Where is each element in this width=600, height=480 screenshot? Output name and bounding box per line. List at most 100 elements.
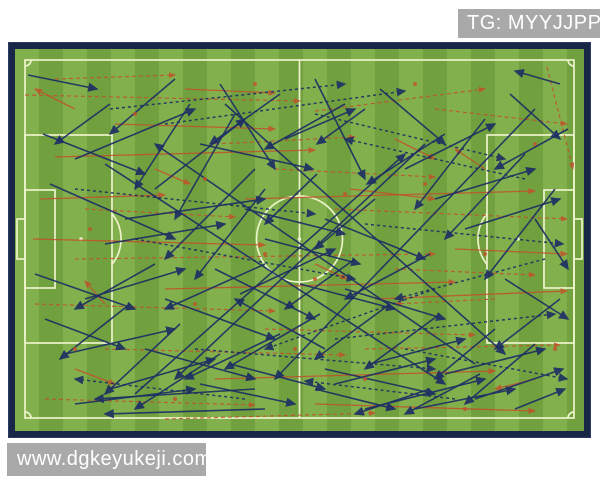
pass-arrow-navy-solid (104, 220, 227, 245)
pass-arrow-navy-solid (42, 133, 147, 176)
pass-arrow-navy-solid (434, 167, 537, 200)
pass-arrow-navy-solid (364, 376, 487, 410)
pass-arrow-red-dashed (164, 410, 377, 420)
pass-arrow-red-dashed (264, 328, 477, 338)
event-marker-red (553, 347, 557, 351)
pass-arrow-red-dashed (24, 94, 302, 104)
pass-arrow-red-dashed (394, 268, 537, 278)
pass-arrow-red-dashed (434, 108, 569, 127)
pass-arrow-navy-solid (493, 128, 569, 170)
event-marker-red (203, 177, 207, 181)
pass-arrow-navy-solid (484, 188, 556, 281)
pass-arrow-red-dashed (364, 342, 562, 350)
pitch-markings (16, 59, 583, 419)
pass-arrow-navy-solid (474, 367, 565, 400)
pass-arrow-red-dashed (274, 168, 437, 180)
pass-arrow-red-solid (74, 368, 117, 385)
pass-arrow-navy-dotted (393, 258, 546, 302)
event-marker-red (193, 302, 197, 306)
pass-arrow-navy-solid (134, 152, 407, 395)
corner-arc-bottom-right (567, 411, 575, 419)
pass-arrow-navy-solid (363, 313, 441, 370)
pass-arrow-navy-solid (379, 88, 447, 146)
corner-arc-top-right (567, 59, 575, 67)
pass-arrow-red-solid (244, 188, 537, 200)
pass-arrow-navy-solid (199, 143, 315, 172)
pass-arrow-navy-solid (194, 188, 266, 281)
pass-arrow-navy-solid (124, 195, 267, 220)
pass-arrow-navy-solid (534, 218, 569, 271)
pass-arrow-navy-solid (103, 408, 266, 419)
pass-arrow-red-dashed (214, 134, 357, 145)
pass-arrow-navy-solid (103, 323, 181, 396)
pass-arrow-navy-solid (74, 108, 197, 160)
pass-arrow-red-dashed (546, 66, 575, 171)
event-marker-red (263, 252, 267, 256)
event-marker-red (483, 252, 487, 256)
pass-arrow-navy-dotted (73, 375, 246, 400)
event-marker-red (343, 192, 347, 196)
pass-arrow-red-solid (394, 138, 437, 160)
pass-arrow-navy-solid (273, 108, 536, 381)
pass-arrow-navy-solid (403, 373, 481, 415)
pass-arrow-navy-solid (433, 328, 496, 380)
pass-arrow-navy-solid (324, 368, 437, 397)
pass-arrow-navy-solid (73, 263, 156, 310)
pass-arrow-navy-solid (133, 353, 221, 410)
pass-arrow-red-dashed (334, 208, 569, 222)
event-marker-red (88, 227, 92, 231)
pass-arrow-red-solid (84, 280, 106, 305)
pass-arrow-navy-solid (93, 388, 256, 404)
pass-arrow-navy-solid (514, 387, 567, 410)
pass-arrow-navy-solid (404, 123, 497, 170)
pass-arrow-navy-solid (53, 103, 111, 145)
pass-arrow-navy-solid (344, 288, 447, 321)
pass-arrow-red-solid (454, 248, 569, 257)
pass-arrow-navy-solid (174, 113, 236, 221)
pass-arrow-navy-solid (173, 143, 426, 381)
pass-arrow-navy-solid (34, 273, 137, 311)
pass-arrow-navy-solid (244, 208, 347, 237)
pass-arrow-navy-solid (463, 343, 536, 406)
pass-arrow-navy-solid (513, 68, 561, 85)
pass-arrow-navy-solid (233, 298, 326, 350)
pass-arrow-navy-solid (414, 118, 486, 211)
pass-arrow-navy-solid (108, 78, 176, 136)
corner-arc-bottom-left (24, 411, 32, 419)
center-circle (255, 195, 344, 283)
pass-arrow-red-dashed (84, 208, 237, 220)
pass-arrow-red-solid (164, 279, 457, 290)
event-marker-red (133, 112, 137, 116)
pass-arrow-navy-solid (224, 103, 507, 356)
pass-arrows-layer (24, 66, 575, 420)
pass-arrow-navy-solid (334, 356, 437, 385)
pass-arrow-navy-solid (283, 258, 356, 310)
pass-arrow-red-solid (39, 192, 167, 200)
event-marker-red (253, 82, 257, 86)
pass-arrow-navy-dotted (303, 377, 456, 400)
pass-arrow-navy-solid (104, 163, 447, 385)
pitch-frame (8, 42, 591, 438)
pitch-overlay-svg (16, 59, 583, 420)
watermark-top-right: TG: MYYJJPP (458, 9, 600, 38)
pass-arrow-red-solid (33, 88, 76, 110)
left-goal (16, 218, 26, 260)
event-marker-red (423, 182, 427, 186)
corner-arc-top-left (24, 59, 32, 67)
pass-arrow-navy-solid (44, 318, 127, 351)
pass-arrow-navy-solid (315, 108, 366, 145)
pass-arrow-navy-solid (163, 168, 256, 261)
pass-arrow-navy-solid (183, 333, 281, 380)
event-marker-red (173, 397, 177, 401)
right-goal (573, 218, 583, 260)
event-marker-red (73, 347, 77, 351)
pass-arrow-navy-solid (84, 267, 187, 300)
pass-arrow-navy-solid (299, 283, 397, 312)
pass-arrow-navy-dotted (134, 238, 357, 282)
center-spot (297, 237, 302, 241)
pass-arrow-navy-solid (219, 83, 276, 171)
pass-arrow-red-dashed (74, 251, 437, 260)
pass-arrow-navy-solid (314, 78, 366, 181)
watermark-bottom-left: www.dgkeyukeji.com (7, 443, 211, 476)
pass-arrow-navy-solid (369, 336, 467, 365)
